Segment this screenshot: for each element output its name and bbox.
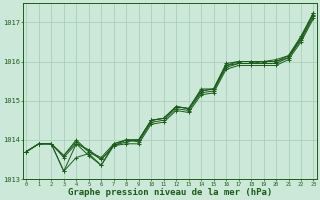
- X-axis label: Graphe pression niveau de la mer (hPa): Graphe pression niveau de la mer (hPa): [68, 188, 272, 197]
